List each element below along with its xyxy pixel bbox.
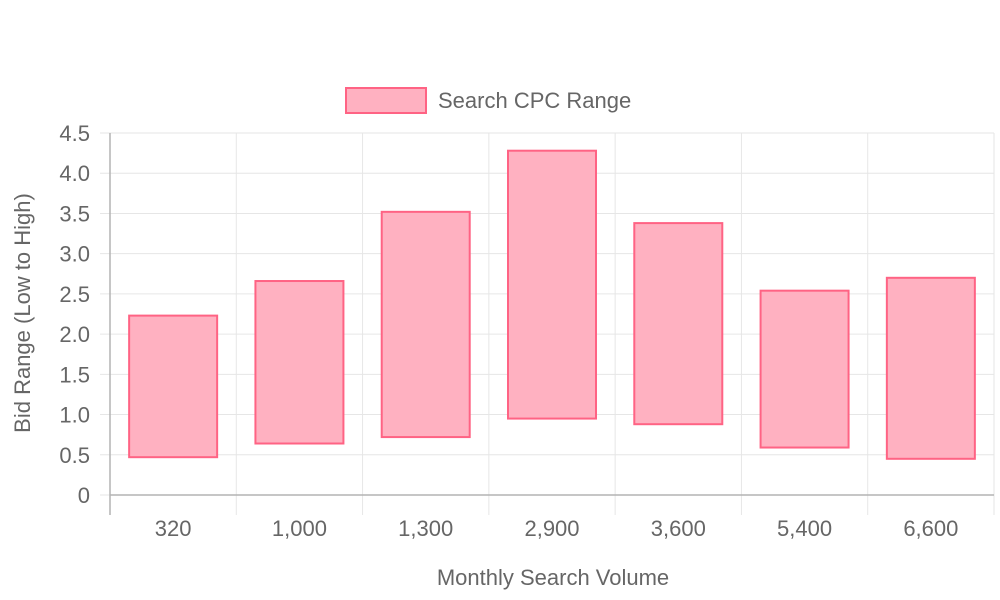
y-tick-label: 4.5 [59,121,90,146]
y-tick-label: 2.5 [59,282,90,307]
x-tick-label: 2,900 [524,516,579,541]
range-bar [507,149,597,420]
y-tick-labels: 0 0.5 1.0 1.5 2.0 2.5 3.0 3.5 4.0 4.5 [59,121,90,508]
x-tick-label: 1,300 [398,516,453,541]
y-axis-title: Bid Range (Low to High) [10,193,35,433]
y-tick-label: 2.0 [59,322,90,347]
y-tick-label: 1.5 [59,362,90,387]
chart-legend[interactable]: Search CPC Range [345,87,631,114]
y-tick-label: 1.0 [59,403,90,428]
range-bar [254,280,345,445]
axes [109,133,994,515]
bars [128,149,976,460]
range-bar [885,276,976,460]
x-tick-label: 6,600 [903,516,958,541]
range-bar [759,289,850,449]
x-axis-title: Monthly Search Volume [437,565,669,590]
range-bar [128,314,219,459]
y-tick-label: 4.0 [59,161,90,186]
x-tick-label: 5,400 [777,516,832,541]
x-tick-labels: 320 1,000 1,300 2,900 3,600 5,400 6,600 [155,516,959,541]
x-tick-label: 1,000 [272,516,327,541]
x-tick-label: 320 [155,516,192,541]
legend-label: Search CPC Range [438,88,631,113]
range-bar [633,222,724,426]
range-bar [380,210,471,439]
y-tick-label: 3.0 [59,242,90,267]
y-tick-label: 0 [78,483,90,508]
x-tick-label: 3,600 [651,516,706,541]
y-tick-label: 0.5 [59,443,90,468]
legend-swatch [345,87,427,114]
y-tick-label: 3.5 [59,201,90,226]
